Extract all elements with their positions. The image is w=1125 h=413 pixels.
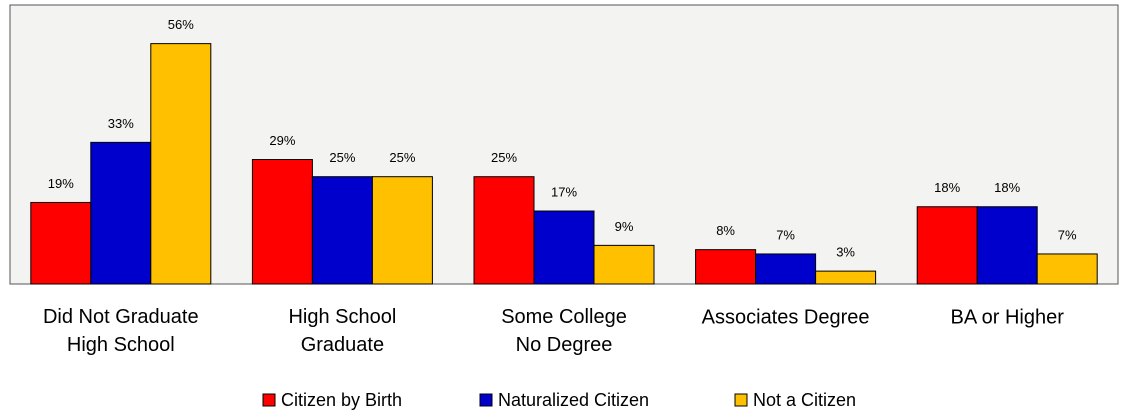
- bar: [150, 43, 212, 285]
- x-tick-label: Did Not Graduate High School: [43, 306, 199, 356]
- value-label: 7%: [1058, 227, 1077, 242]
- bar: [533, 210, 595, 285]
- value-label: 17%: [551, 184, 577, 199]
- x-tick-label: Associates Degree: [702, 306, 870, 328]
- bar: [976, 206, 1038, 285]
- bar: [90, 141, 152, 285]
- value-label: 9%: [615, 219, 634, 234]
- bar: [251, 159, 313, 285]
- x-tick-label: Some College No Degree: [501, 306, 627, 356]
- legend-swatch: [479, 393, 493, 407]
- value-label: 7%: [776, 227, 795, 242]
- value-label: 33%: [108, 116, 134, 131]
- legend-label: Naturalized Citizen: [498, 390, 649, 410]
- bar: [593, 244, 655, 285]
- bar: [815, 270, 877, 285]
- value-label: 19%: [48, 176, 74, 191]
- bar: [473, 176, 535, 285]
- value-label: 56%: [168, 17, 194, 32]
- bar: [755, 253, 817, 285]
- value-label: 18%: [994, 180, 1020, 195]
- bar: [311, 176, 373, 285]
- x-tick-label: High School Graduate: [288, 306, 396, 356]
- value-label: 8%: [716, 223, 735, 238]
- bar: [695, 249, 757, 285]
- value-label: 25%: [389, 150, 415, 165]
- bar: [916, 206, 978, 285]
- legend-swatch: [734, 393, 748, 407]
- bar: [371, 176, 433, 285]
- value-label: 18%: [934, 180, 960, 195]
- legend-swatch: [262, 393, 276, 407]
- legend-label: Citizen by Birth: [281, 390, 402, 410]
- value-label: 3%: [836, 245, 855, 260]
- value-label: 25%: [329, 150, 355, 165]
- bar: [1036, 253, 1098, 285]
- x-tick-label: BA or Higher: [951, 306, 1065, 328]
- value-label: 25%: [491, 150, 517, 165]
- legend-label: Not a Citizen: [753, 390, 856, 410]
- bar: [30, 201, 92, 285]
- value-label: 29%: [269, 133, 295, 148]
